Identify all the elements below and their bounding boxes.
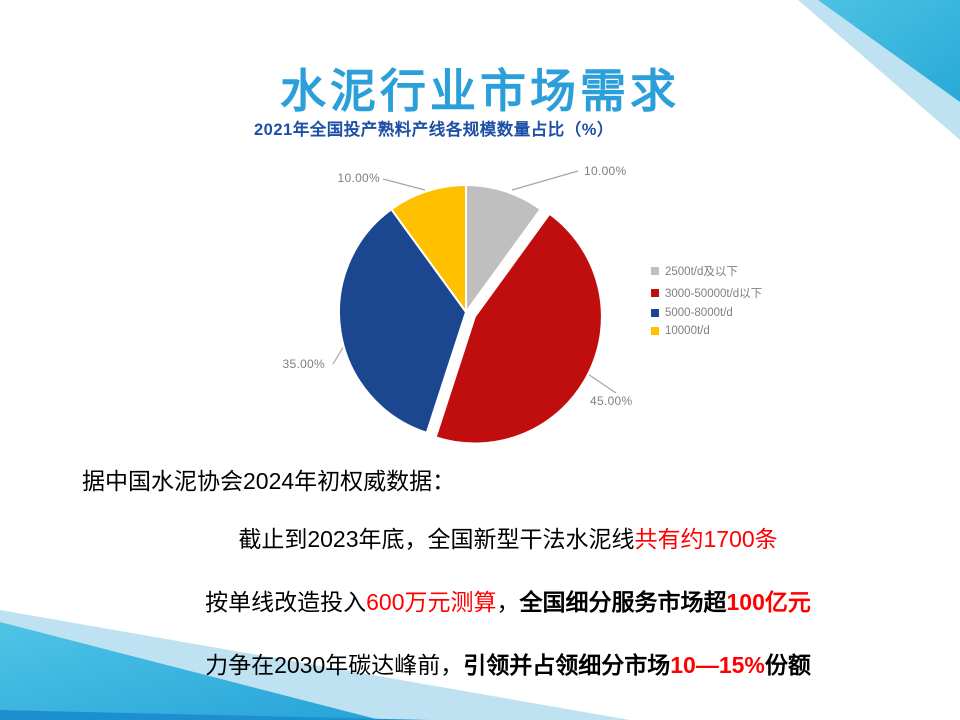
legend-label: 10000t/d [665,325,710,337]
leader-lines [332,170,617,394]
chart-legend: 2500t/d及以下 3000-50000t/d以下 5000-8000t/d … [651,263,762,343]
chart-title: 2021年全国投产熟料产线各规模数量占比（%） [254,121,614,139]
pie-label-red: 45.00% [590,394,633,408]
legend-label: 2500t/d及以下 [665,266,738,278]
body-line-4-bold-1: 引领并占领细分市场 [463,652,671,678]
body-line-3: 按单线改造投入600万元测算，全国细分服务市场超100亿元 [28,583,960,617]
pie-label-yellow: 10.00% [337,171,380,185]
pie-slice-1 [434,212,603,445]
pie-slice-0 [465,183,543,316]
pie-label-gray: 10.00% [584,164,627,178]
legend-item-red: 3000-50000t/d以下 [651,285,762,301]
leader-line-gray [511,170,579,191]
legend-label: 5000-8000t/d [665,307,733,319]
body-line-2-text: 截止到2023年底，全国新型干法水泥线 [238,526,635,552]
pie-label-blue: 35.00% [282,357,325,371]
legend-swatch-yellow [651,327,659,335]
body-line-3-highlight-2: 100亿元 [726,589,811,615]
body-line-3-bold: 全国细分服务市场超 [519,589,727,615]
pie-slice-2 [338,207,468,435]
body-line-3-highlight-1: 600万元测算 [366,589,497,615]
body-line-1: 据中国水泥协会2024年初权威数据： [82,468,456,494]
body-line-2: 截止到2023年底，全国新型干法水泥线共有约1700条 [28,520,960,554]
legend-item-gray: 2500t/d及以下 [651,263,762,279]
legend-swatch-gray [651,267,659,275]
body-line-4-text: 力争在2030年碳达峰前， [205,652,464,678]
legend-item-blue: 5000-8000t/d [651,307,762,319]
pie-chart [332,170,617,445]
legend-label: 3000-50000t/d以下 [665,288,763,300]
leader-line-red [584,371,617,394]
leader-line-yellow [382,178,426,191]
body-line-2-highlight: 共有约1700条 [634,526,778,552]
pie-slice-3 [389,183,467,316]
legend-item-yellow: 10000t/d [651,325,762,337]
body-line-4: 力争在2030年碳达峰前，引领并占领细分市场10—15%份额 [28,646,960,680]
page-title: 水泥行业市场需求 [280,65,680,117]
legend-swatch-blue [651,309,659,317]
body-line-3-comma: ， [496,589,520,615]
body-line-4-highlight: 10—15% [670,652,765,678]
body-line-3-text: 按单线改造投入 [205,589,367,615]
legend-swatch-red [651,289,659,297]
body-line-4-bold-2: 份额 [764,652,811,678]
